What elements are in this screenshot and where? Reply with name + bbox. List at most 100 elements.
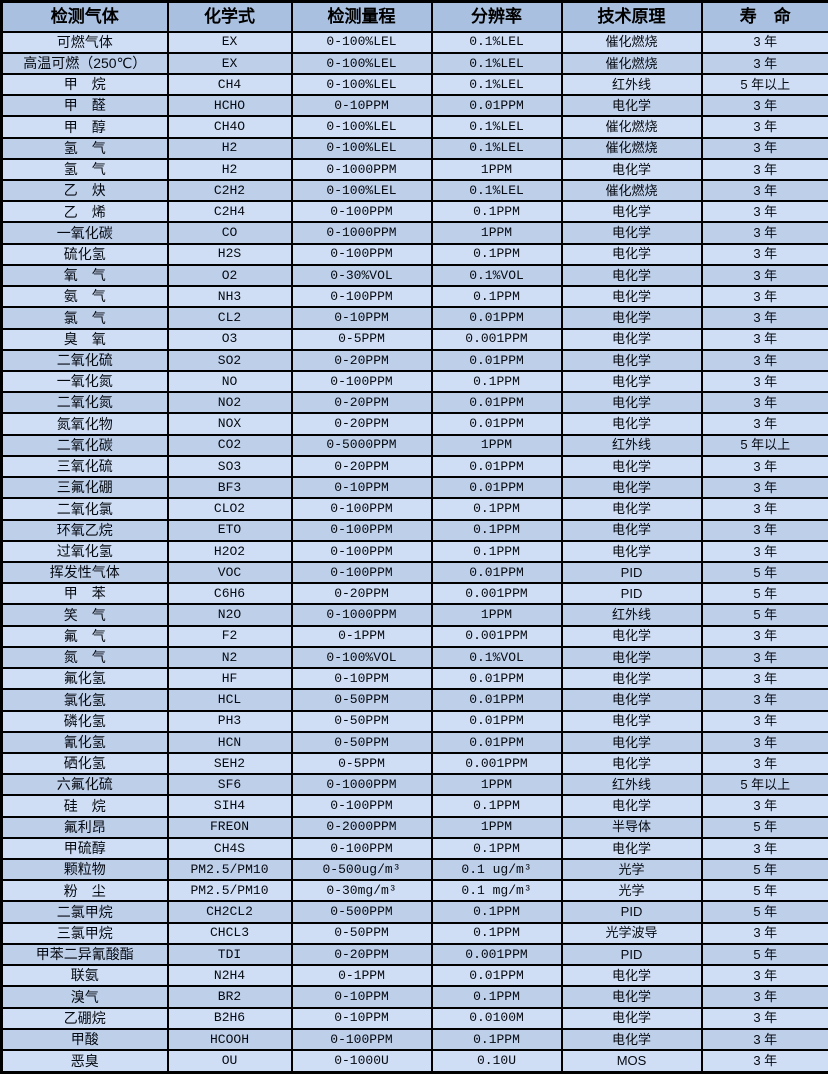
- cell-principle: 电化学: [560, 518, 703, 542]
- cell-range: 0-10PPM: [290, 94, 433, 118]
- cell-formula: FREON: [166, 815, 293, 839]
- cell-resolution: 1PPM: [430, 603, 563, 627]
- cell-range: 0-100PPM: [290, 560, 433, 585]
- table-row: 硫化氢 H2S 0-100PPM 0.1PPM 电化学 3 年: [0, 242, 828, 266]
- cell-formula: BF3: [166, 476, 293, 500]
- cell-range: 0-100%LEL: [290, 72, 433, 97]
- column-header-formula: 化学式: [166, 0, 293, 33]
- cell-gas: 三氧化硫: [0, 454, 169, 479]
- cell-principle: 电化学: [560, 751, 703, 776]
- cell-resolution: 0.1PPM: [430, 369, 563, 394]
- cell-range: 0-20PPM: [290, 582, 433, 606]
- cell-principle: 电化学: [560, 306, 703, 330]
- cell-lifespan: 3 年: [700, 476, 828, 500]
- cell-principle: 电化学: [560, 200, 703, 224]
- cell-range: 0-100PPM: [290, 497, 433, 521]
- cell-gas: 二氧化氯: [0, 497, 169, 521]
- cell-principle: 半导体: [560, 815, 703, 839]
- cell-gas: 氯化氢: [0, 688, 169, 712]
- cell-resolution: 0.1%LEL: [430, 179, 563, 203]
- cell-lifespan: 5 年: [700, 900, 828, 924]
- cell-gas: 氯 气: [0, 306, 169, 330]
- cell-principle: 电化学: [560, 709, 703, 733]
- cell-principle: 电化学: [560, 391, 703, 415]
- cell-range: 0-100%LEL: [290, 30, 433, 54]
- cell-formula: CO: [166, 221, 293, 245]
- cell-lifespan: 3 年: [700, 30, 828, 54]
- cell-lifespan: 3 年: [700, 327, 828, 351]
- cell-principle: 电化学: [560, 285, 703, 309]
- cell-range: 0-100%LEL: [290, 136, 433, 160]
- cell-gas: 磷化氢: [0, 709, 169, 733]
- cell-resolution: 0.1%LEL: [430, 30, 563, 54]
- cell-principle: 电化学: [560, 157, 703, 182]
- cell-principle: 光学: [560, 879, 703, 903]
- cell-resolution: 0.1%LEL: [430, 115, 563, 139]
- cell-gas: 乙硼烷: [0, 1006, 169, 1030]
- cell-resolution: 0.0100M: [430, 1006, 563, 1030]
- cell-formula: O3: [166, 327, 293, 351]
- cell-range: 0-20PPM: [290, 348, 433, 373]
- cell-principle: 电化学: [560, 794, 703, 818]
- cell-formula: CL2: [166, 306, 293, 330]
- cell-gas: 六氟化硫: [0, 773, 169, 797]
- table-row: 粉 尘 PM2.5/PM10 0-30mg/m³ 0.1 mg/m³ 光学 5 年: [0, 879, 828, 903]
- cell-gas: 甲苯二异氰酸酯: [0, 942, 169, 967]
- cell-range: 0-5000PPM: [290, 433, 433, 457]
- cell-range: 0-100PPM: [290, 1027, 433, 1052]
- cell-resolution: 0.1PPM: [430, 985, 563, 1009]
- cell-gas: 氮氧化物: [0, 412, 169, 436]
- cell-principle: 电化学: [560, 454, 703, 479]
- cell-lifespan: 5 年以上: [700, 773, 828, 797]
- cell-principle: 电化学: [560, 327, 703, 351]
- cell-lifespan: 3 年: [700, 1027, 828, 1052]
- cell-range: 0-10PPM: [290, 1006, 433, 1030]
- cell-lifespan: 3 年: [700, 221, 828, 245]
- cell-resolution: 0.01PPM: [430, 730, 563, 754]
- cell-range: 0-1000PPM: [290, 603, 433, 627]
- cell-formula: CH4S: [166, 836, 293, 861]
- cell-lifespan: 3 年: [700, 964, 828, 988]
- cell-principle: 光学: [560, 858, 703, 882]
- cell-gas: 氨 气: [0, 285, 169, 309]
- cell-principle: 电化学: [560, 263, 703, 288]
- cell-range: 0-100%VOL: [290, 645, 433, 670]
- cell-resolution: 0.1PPM: [430, 1027, 563, 1052]
- cell-gas: 臭 氧: [0, 327, 169, 351]
- cell-lifespan: 3 年: [700, 285, 828, 309]
- cell-principle: PID: [560, 582, 703, 606]
- cell-resolution: 0.1PPM: [430, 794, 563, 818]
- cell-gas: 乙 烯: [0, 200, 169, 224]
- cell-gas: 氧 气: [0, 263, 169, 288]
- cell-formula: CH4O: [166, 115, 293, 139]
- cell-lifespan: 3 年: [700, 412, 828, 436]
- table-row: 甲 醛 HCHO 0-10PPM 0.01PPM 电化学 3 年: [0, 94, 828, 118]
- cell-gas: 甲 苯: [0, 582, 169, 606]
- cell-principle: 电化学: [560, 497, 703, 521]
- table-row: 氢 气 H2 0-100%LEL 0.1%LEL 催化燃烧 3 年: [0, 136, 828, 160]
- cell-principle: 电化学: [560, 624, 703, 648]
- cell-range: 0-2000PPM: [290, 815, 433, 839]
- cell-lifespan: 3 年: [700, 454, 828, 479]
- cell-lifespan: 3 年: [700, 985, 828, 1009]
- cell-lifespan: 3 年: [700, 1006, 828, 1030]
- column-header-lifespan: 寿 命: [700, 0, 828, 33]
- cell-gas: 甲酸: [0, 1027, 169, 1052]
- cell-lifespan: 3 年: [700, 667, 828, 691]
- cell-range: 0-100PPM: [290, 794, 433, 818]
- cell-resolution: 0.001PPM: [430, 582, 563, 606]
- table-row: 三氟化硼 BF3 0-10PPM 0.01PPM 电化学 3 年: [0, 476, 828, 500]
- cell-lifespan: 3 年: [700, 794, 828, 818]
- cell-lifespan: 3 年: [700, 263, 828, 288]
- table-row: 甲 醇 CH4O 0-100%LEL 0.1%LEL 催化燃烧 3 年: [0, 115, 828, 139]
- table-row: 联氨 N2H4 0-1PPM 0.01PPM 电化学 3 年: [0, 964, 828, 988]
- cell-principle: 电化学: [560, 539, 703, 563]
- cell-resolution: 1PPM: [430, 815, 563, 839]
- cell-lifespan: 3 年: [700, 518, 828, 542]
- cell-principle: 催化燃烧: [560, 30, 703, 54]
- cell-range: 0-20PPM: [290, 412, 433, 436]
- cell-range: 0-100PPM: [290, 242, 433, 266]
- cell-formula: H2: [166, 136, 293, 160]
- cell-formula: HCN: [166, 730, 293, 754]
- cell-resolution: 0.1PPM: [430, 497, 563, 521]
